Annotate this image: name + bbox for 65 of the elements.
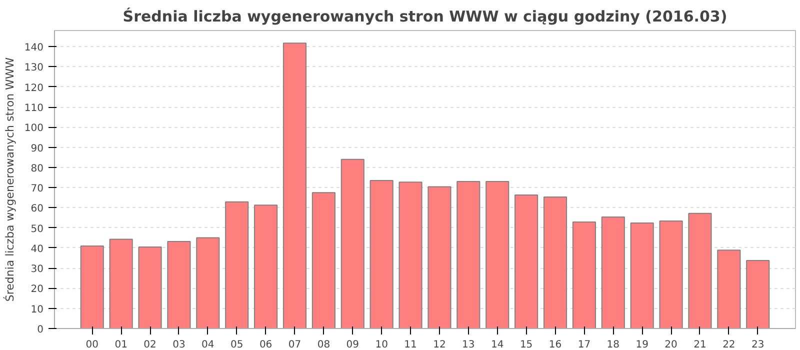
- bar: [282, 42, 307, 328]
- y-tick-label: 120: [24, 82, 44, 94]
- y-axis-title: Średnia liczba wygenerowanych stron WWW: [2, 57, 16, 302]
- bar: [688, 212, 712, 328]
- y-tick-label: 140: [24, 42, 44, 54]
- x-tick-label: 22: [722, 340, 736, 350]
- bar: [717, 250, 741, 328]
- x-tick-label: 21: [694, 340, 706, 350]
- y-tick-label: 30: [30, 264, 44, 276]
- bar: [80, 245, 104, 328]
- x-tick-label: 20: [664, 340, 678, 350]
- x-tick-label: 09: [346, 340, 360, 350]
- x-tick-label: 12: [433, 340, 446, 350]
- bar: [398, 182, 422, 328]
- x-tick-label: 16: [548, 340, 562, 350]
- x-tick-label: 01: [114, 340, 128, 350]
- x-tick-label: 08: [317, 340, 330, 350]
- x-tick-label: 04: [202, 340, 214, 350]
- bar: [370, 180, 394, 328]
- x-tick-label: 10: [375, 340, 388, 350]
- bar: [225, 201, 249, 328]
- y-tick-label: 10: [30, 304, 44, 316]
- bar: [254, 204, 278, 328]
- x-tick-label: 03: [172, 340, 186, 350]
- x-tick-label: 11: [404, 340, 417, 350]
- x-tick-label: 07: [288, 340, 302, 350]
- bar: [543, 196, 568, 328]
- y-tick-label: 20: [30, 284, 44, 296]
- y-tick-label: 90: [30, 143, 44, 154]
- bar: [109, 238, 133, 328]
- x-tick-label: 23: [752, 340, 764, 350]
- y-tick-label: 70: [30, 184, 44, 195]
- x-tick-label: 13: [462, 340, 475, 350]
- bar: [514, 194, 538, 328]
- y-tick-label: 0: [37, 324, 44, 336]
- bar: [196, 237, 220, 328]
- y-tick-label: 40: [30, 244, 44, 255]
- bar: [428, 186, 452, 328]
- bar: [138, 246, 162, 328]
- chart-title: Średnia liczba wygenerowanych stron WWW w ciągu godziny (2016.03): [122, 8, 728, 26]
- bar: [572, 221, 596, 328]
- bar: [340, 158, 364, 328]
- bar: [312, 192, 336, 328]
- bar: [601, 216, 625, 328]
- y-tick-label: 130: [24, 62, 44, 74]
- bar: [167, 241, 191, 328]
- y-tick-label: 100: [24, 123, 44, 134]
- x-tick-label: 02: [144, 340, 156, 350]
- y-tick-label: 50: [30, 224, 44, 235]
- bar: [659, 220, 683, 328]
- bar: [630, 222, 654, 328]
- x-tick-label: 19: [636, 340, 648, 350]
- x-tick-label: 15: [520, 340, 533, 350]
- x-tick-label: 05: [230, 340, 244, 350]
- bar: [456, 181, 480, 328]
- x-tick-label: 18: [606, 340, 620, 350]
- x-tick-label: 14: [491, 340, 504, 350]
- x-tick-label: 17: [578, 340, 591, 350]
- bar: [486, 181, 510, 328]
- y-tick-label: 80: [30, 163, 44, 174]
- x-tick-label: 06: [259, 340, 272, 350]
- y-tick-label: 110: [24, 103, 44, 114]
- bar: [746, 260, 770, 328]
- y-tick-label: 60: [30, 204, 44, 215]
- x-tick-label: 00: [86, 340, 98, 350]
